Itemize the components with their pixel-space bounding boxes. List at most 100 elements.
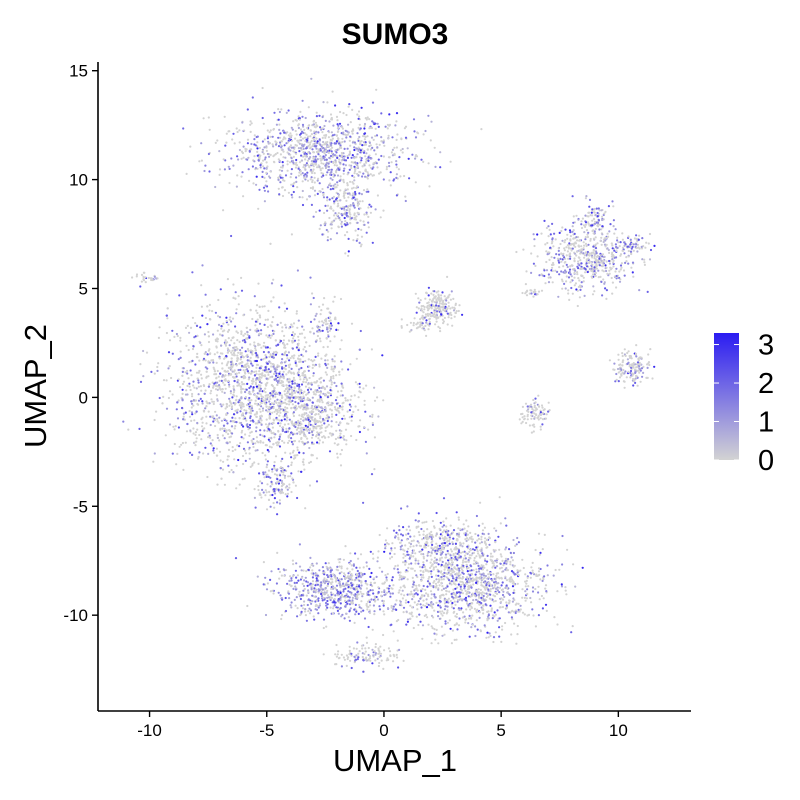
cell-point xyxy=(424,588,427,592)
cell-point xyxy=(356,583,359,586)
cell-point xyxy=(288,393,291,396)
cell-point xyxy=(291,380,294,383)
cell-point xyxy=(305,408,308,411)
cell-point xyxy=(278,424,282,428)
cell-point xyxy=(336,409,339,412)
cell-point xyxy=(197,393,200,396)
cell-point xyxy=(334,183,337,186)
cell-point xyxy=(184,326,188,329)
cell-point xyxy=(191,359,194,362)
cell-point xyxy=(271,363,274,366)
cell-point xyxy=(216,398,219,401)
cell-point xyxy=(301,130,304,133)
cell-point xyxy=(207,385,210,388)
cell-point xyxy=(430,120,433,123)
cell-point xyxy=(305,570,308,573)
cell-point xyxy=(331,415,334,418)
cell-point xyxy=(371,146,374,149)
cell-point xyxy=(326,204,330,207)
cell-point xyxy=(232,164,235,167)
cell-point xyxy=(319,396,322,399)
cell-point xyxy=(265,384,268,387)
cell-point xyxy=(266,129,269,132)
cell-point xyxy=(330,593,333,596)
cell-point xyxy=(289,176,292,179)
cell-point xyxy=(234,402,237,405)
cell-point xyxy=(377,158,380,161)
cell-point xyxy=(391,136,394,139)
cell-point xyxy=(298,430,301,433)
cell-point xyxy=(305,350,308,353)
cell-point xyxy=(278,409,281,412)
cell-point xyxy=(250,371,253,374)
cell-point xyxy=(261,409,264,412)
cell-point xyxy=(348,209,351,212)
cell-point xyxy=(397,571,400,574)
cell-point xyxy=(237,351,240,354)
cell-point xyxy=(204,366,207,369)
cell-point xyxy=(264,489,267,492)
cell-point xyxy=(361,144,364,147)
cell-point xyxy=(263,200,266,203)
cell-point xyxy=(344,192,347,195)
cell-point xyxy=(264,403,267,406)
cell-point xyxy=(336,156,339,159)
cell-point xyxy=(354,613,357,616)
cell-point xyxy=(212,447,215,450)
cell-point xyxy=(340,578,343,581)
cell-point xyxy=(346,223,349,226)
cell-point xyxy=(351,578,354,582)
cell-point xyxy=(237,368,240,372)
cell-point xyxy=(335,421,338,424)
cell-point xyxy=(388,113,391,116)
cell-point xyxy=(395,176,398,179)
cell-point xyxy=(256,575,259,578)
cell-point xyxy=(358,123,361,126)
cell-point xyxy=(320,581,323,584)
cell-point xyxy=(323,571,326,574)
cell-point xyxy=(271,321,274,324)
cell-point xyxy=(218,450,222,453)
cell-point xyxy=(307,151,310,154)
cell-point xyxy=(216,433,219,437)
cell-point xyxy=(350,156,353,159)
cell-point xyxy=(203,392,206,395)
cell-point xyxy=(262,122,265,125)
cell-point xyxy=(346,133,349,136)
cell-point xyxy=(292,161,295,164)
cell-point xyxy=(352,192,355,195)
cell-point xyxy=(232,391,235,394)
cell-point xyxy=(357,137,360,141)
cell-point xyxy=(257,462,260,465)
cell-point xyxy=(265,377,268,380)
cell-point xyxy=(138,427,141,430)
cell-point xyxy=(344,164,347,167)
cell-point xyxy=(314,162,317,165)
cell-point xyxy=(260,373,263,376)
cell-point xyxy=(297,115,300,118)
cell-point xyxy=(324,562,327,565)
cell-point xyxy=(335,164,338,167)
cell-point xyxy=(289,144,292,147)
cell-point xyxy=(262,491,265,494)
cell-point xyxy=(208,352,212,356)
cell-point xyxy=(333,442,336,445)
cell-point xyxy=(392,605,395,608)
cell-point xyxy=(343,574,347,577)
cell-point xyxy=(251,364,254,367)
cell-point xyxy=(227,432,230,436)
cell-point xyxy=(176,334,179,338)
cell-point xyxy=(295,346,298,349)
cell-point xyxy=(282,384,285,387)
cell-point xyxy=(244,332,247,335)
cell-point xyxy=(363,132,366,135)
cell-point xyxy=(249,416,252,420)
cell-point xyxy=(234,325,237,328)
cell-point xyxy=(500,584,503,587)
cell-point xyxy=(304,507,307,510)
cell-point xyxy=(314,389,317,392)
cell-point xyxy=(250,439,253,442)
cell-point xyxy=(324,154,327,157)
cell-point xyxy=(281,358,284,361)
cell-point xyxy=(342,172,345,175)
